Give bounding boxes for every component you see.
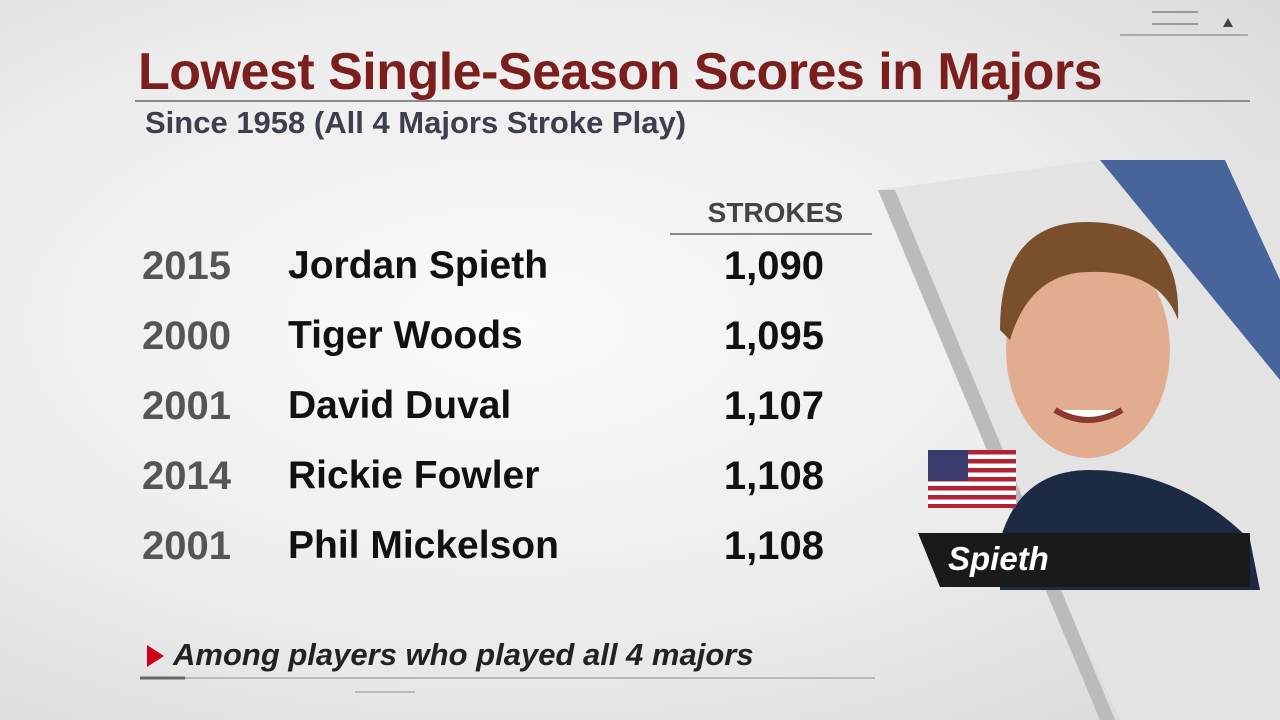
stripe [1100,160,1280,380]
title: Lowest Single-Season Scores in Majors [138,43,1103,101]
footnote: Among players who played all 4 majors [173,637,754,672]
strokes: 1,108 [723,524,824,568]
player-name: Rickie Fowler [288,454,540,497]
us-flag [928,450,1016,508]
year: 2000 [142,314,231,358]
player-name: Phil Mickelson [288,524,559,567]
strokes: 1,107 [723,384,824,428]
strokes: 1,108 [723,454,824,498]
column-header: STROKES [707,197,843,228]
year: 2001 [142,384,231,428]
strokes: 1,090 [723,244,824,288]
player-name: Tiger Woods [288,314,523,357]
player-name: Jordan Spieth [288,244,549,287]
photo-caption: Spieth [948,540,1049,577]
strokes: 1,095 [723,314,824,358]
caption-bar [918,533,1250,587]
year: 2014 [142,454,231,498]
year: 2001 [142,524,231,568]
subtitle: Since 1958 (All 4 Majors Stroke Play) [145,105,687,140]
bullet [147,645,164,667]
year: 2015 [142,244,231,288]
player-name: David Duval [288,384,512,427]
